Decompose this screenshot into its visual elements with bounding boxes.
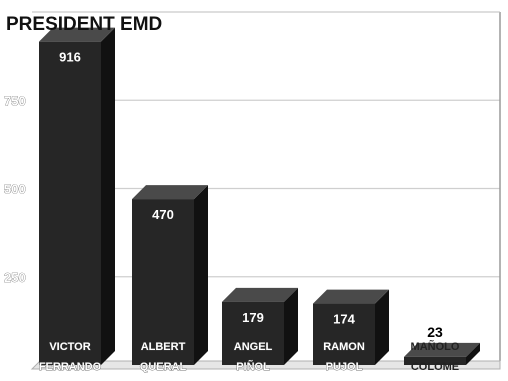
bar: [404, 342, 480, 365]
x-tick-label: MAÑOLO: [411, 340, 460, 353]
bar-front-face: [39, 41, 101, 365]
data-label: 179: [242, 310, 264, 325]
bar: [39, 27, 115, 365]
bar-top-face: [39, 27, 115, 42]
y-tick-label: 500: [4, 182, 26, 197]
bar-side-face: [194, 185, 208, 365]
data-label: 174: [333, 312, 355, 327]
bar-side-face: [101, 27, 115, 365]
x-tick-label: PIÑOL: [236, 360, 270, 373]
x-tick-label: ANGEL: [234, 341, 273, 353]
x-tick-label: VICTOR: [49, 341, 90, 353]
x-tick-label: QUERAL: [140, 361, 187, 373]
x-tick-label: COLOME: [411, 361, 459, 373]
data-label: 23: [427, 324, 443, 340]
gridlines: [40, 99, 500, 278]
bar-front-face: [313, 303, 375, 365]
bar-side-face: [375, 289, 389, 365]
x-tick-label: FERRANDO: [39, 361, 102, 373]
labels: 916 VICTOR FERRANDO 470 ALBERT QUERAL 179 ANGEL…: [38, 50, 460, 374]
data-label: 916: [59, 50, 81, 65]
bars: [39, 27, 480, 365]
bar-front-face: [222, 301, 284, 365]
bar: [132, 185, 208, 365]
bar-side-face: [466, 342, 480, 365]
bar-front-face: [132, 199, 194, 365]
x-tick-label: ALBERT: [141, 341, 186, 353]
y-tick-labels: 250 500 750: [4, 93, 26, 285]
bar-top-face: [132, 185, 208, 200]
bar-front-face: [404, 356, 466, 365]
x-tick-label: RAMON: [323, 341, 365, 353]
y-tick-label: 250: [4, 270, 26, 285]
x-tick-label: PUJOL: [326, 361, 363, 373]
bar-top-face: [313, 289, 389, 304]
bar-side-face: [284, 287, 298, 365]
data-label: 470: [152, 207, 174, 222]
bar-top-face: [222, 287, 298, 302]
bar: [313, 289, 389, 365]
chart-title: PRESIDENT EMD: [6, 14, 162, 35]
bar-top-face: [404, 342, 480, 357]
bar: [222, 287, 298, 365]
y-tick-label: 750: [4, 93, 26, 108]
